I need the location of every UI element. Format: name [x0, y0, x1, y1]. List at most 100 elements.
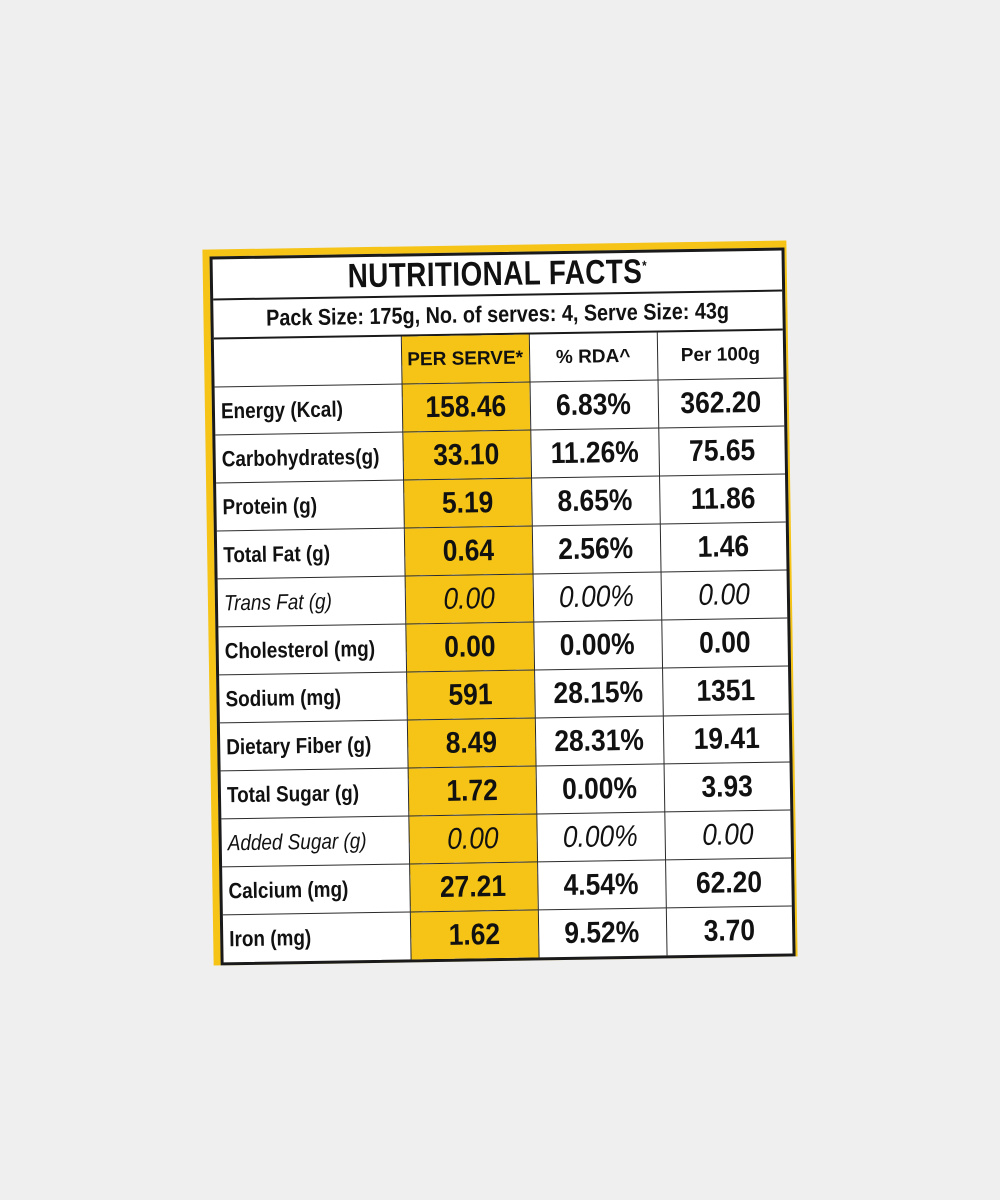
- rda-value-cell: 0.00%: [536, 811, 666, 862]
- per-100g-value: 1351: [696, 673, 756, 708]
- per-100g-value-cell: 1351: [662, 665, 789, 716]
- per-100g-value-cell: 0.00: [660, 569, 788, 620]
- rda-value: 0.00%: [559, 627, 636, 662]
- per-serve-value: 0.00: [443, 629, 496, 664]
- nutrient-name-cell: Dietary Fiber (g): [219, 719, 408, 771]
- nutrient-name-cell: Total Sugar (g): [220, 767, 409, 819]
- per-100g-value: 0.00: [701, 817, 754, 852]
- nutrient-name: Energy (Kcal): [220, 395, 344, 423]
- per-100g-value-cell: 3.70: [665, 905, 793, 956]
- per-100g-value: 3.93: [701, 769, 754, 804]
- rda-value-cell: 8.65%: [531, 475, 660, 526]
- label-title: NUTRITIONAL FACTS*: [347, 253, 647, 297]
- per-serve-value-cell: 591: [406, 669, 535, 720]
- column-header-per-100g-text: Per 100g: [680, 343, 761, 366]
- nutrient-name-cell: Added Sugar (g): [221, 815, 410, 867]
- rda-value: 0.00%: [559, 579, 635, 614]
- nutrient-name-cell: Protein (g): [216, 480, 404, 531]
- rda-value: 2.56%: [558, 531, 634, 566]
- column-header-per-serve: PER SERVE*: [400, 334, 530, 385]
- per-serve-value-cell: 8.49: [406, 717, 536, 768]
- nutrient-name-cell: Cholesterol (mg): [218, 623, 407, 675]
- per-serve-value: 158.46: [425, 389, 507, 424]
- column-header-per-100g: Per 100g: [656, 330, 784, 380]
- rda-value: 9.52%: [564, 915, 640, 950]
- per-serve-value: 33.10: [433, 437, 500, 472]
- rda-value-cell: 28.31%: [534, 715, 664, 766]
- per-serve-value-cell: 1.62: [409, 909, 539, 960]
- nutrient-name: Total Fat (g): [223, 540, 331, 567]
- per-serve-value-cell: 0.00: [408, 813, 538, 864]
- per-100g-value-cell: 62.20: [665, 857, 792, 908]
- per-serve-value-cell: 27.21: [409, 861, 538, 912]
- nutrient-name: Carbohydrates(g): [221, 443, 380, 471]
- per-100g-value: 0.00: [698, 577, 751, 612]
- rda-value-cell: 0.00%: [533, 619, 663, 670]
- nutrient-name: Calcium (mg): [228, 875, 349, 903]
- rda-value: 0.00%: [562, 771, 638, 806]
- per-100g-value: 3.70: [703, 913, 756, 948]
- nutrient-name: Sodium (mg): [225, 684, 342, 711]
- nutrient-name-cell: Carbohydrates(g): [215, 432, 404, 483]
- per-serve-value-cell: 0.00: [404, 573, 534, 624]
- rda-value: 0.00%: [562, 819, 639, 854]
- per-serve-value: 1.72: [445, 773, 498, 808]
- rda-value-cell: 9.52%: [537, 907, 667, 958]
- per-100g-value-cell: 0.00: [661, 617, 789, 668]
- nutrient-name-cell: Calcium (mg): [222, 863, 410, 915]
- nutrition-label: NUTRITIONAL FACTS* Pack Size: 175g, No. …: [202, 240, 798, 966]
- per-serve-value: 27.21: [440, 869, 507, 904]
- label-title-text: NUTRITIONAL FACTS: [347, 252, 643, 296]
- per-serve-value: 0.64: [442, 533, 495, 568]
- pack-info: Pack Size: 175g, No. of serves: 4, Serve…: [266, 297, 730, 331]
- nutrient-name: Total Sugar (g): [226, 779, 360, 807]
- rda-value: 8.65%: [557, 483, 634, 518]
- per-100g-value: 19.41: [693, 721, 760, 756]
- rda-value: 6.83%: [556, 387, 632, 422]
- header-blank-cell: [213, 336, 402, 387]
- per-serve-value: 0.00: [446, 821, 499, 856]
- per-100g-value-cell: 75.65: [658, 426, 786, 476]
- per-100g-value-cell: 11.86: [659, 474, 786, 524]
- per-serve-value: 0.00: [442, 581, 495, 616]
- nutrient-name: Added Sugar (g): [227, 827, 367, 855]
- per-100g-value: 62.20: [695, 865, 762, 900]
- rda-value-cell: 4.54%: [537, 859, 666, 910]
- per-serve-value: 8.49: [445, 725, 498, 760]
- column-header-rda-text: % RDA^: [555, 345, 631, 368]
- per-serve-value-cell: 0.00: [405, 621, 535, 672]
- rda-value-cell: 2.56%: [531, 523, 661, 574]
- per-100g-value: 362.20: [680, 385, 762, 420]
- per-serve-value: 1.62: [448, 917, 501, 952]
- table-row: Iron (mg) 1.62 9.52% 3.70: [222, 905, 793, 963]
- nutrient-name: Protein (g): [222, 492, 318, 519]
- per-serve-value-cell: 158.46: [401, 382, 531, 433]
- nutrient-name: Trans Fat (g): [223, 588, 333, 615]
- nutrition-rows: Energy (Kcal) 158.46 6.83% 362.20 Carbohydra…: [214, 378, 793, 963]
- per-serve-value: 591: [448, 677, 493, 712]
- rda-value: 4.54%: [563, 867, 640, 902]
- rda-value-cell: 28.15%: [534, 667, 663, 718]
- nutrient-name-cell: Iron (mg): [222, 911, 411, 963]
- rda-value-cell: 0.00%: [532, 571, 662, 622]
- per-100g-value-cell: 19.41: [662, 713, 790, 764]
- per-serve-value-cell: 0.64: [403, 525, 533, 576]
- nutrition-table: PER SERVE* % RDA^ Per 100g Energy (Kcal)…: [213, 330, 793, 963]
- label-title-mark: *: [641, 257, 648, 274]
- per-serve-value-cell: 5.19: [403, 477, 532, 529]
- per-serve-value: 5.19: [441, 485, 494, 520]
- nutrient-name: Iron (mg): [229, 924, 312, 951]
- rda-value: 28.31%: [554, 723, 645, 758]
- column-header-rda: % RDA^: [528, 332, 658, 383]
- per-100g-value-cell: 362.20: [657, 378, 785, 428]
- nutrient-name-cell: Total Fat (g): [216, 528, 405, 579]
- nutrient-name: Dietary Fiber (g): [226, 731, 372, 759]
- rda-value: 11.26%: [550, 435, 639, 470]
- per-100g-value: 75.65: [688, 433, 756, 468]
- nutrient-name-cell: Sodium (mg): [219, 671, 407, 723]
- per-serve-value-cell: 1.72: [407, 765, 537, 816]
- per-100g-value: 1.46: [697, 529, 750, 564]
- nutrient-name-cell: Trans Fat (g): [217, 575, 406, 627]
- per-100g-value-cell: 3.93: [663, 761, 791, 812]
- nutrient-name: Cholesterol (mg): [224, 635, 376, 663]
